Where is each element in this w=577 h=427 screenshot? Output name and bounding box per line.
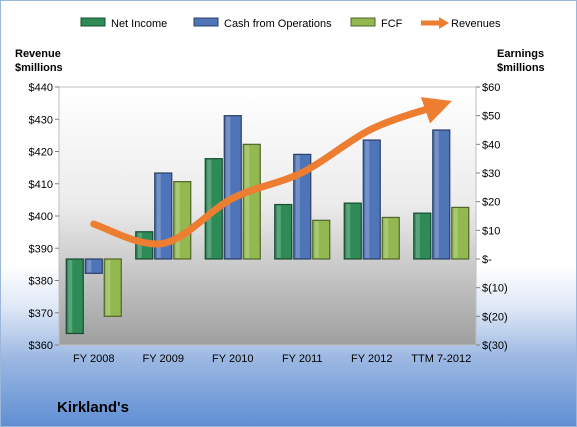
- bar-highlight: [415, 214, 420, 258]
- company-name: Kirkland's: [57, 399, 129, 416]
- legend-label: Net Income: [111, 18, 167, 30]
- bar-fcf: [451, 206, 470, 260]
- left-axis-tick-label: $360: [29, 340, 53, 352]
- right-axis-tick-label: $30: [482, 168, 500, 180]
- right-axis-title-line1: Earnings: [497, 48, 544, 60]
- right-axis-tick-label: $60: [482, 82, 500, 94]
- legend-label: FCF: [381, 18, 403, 30]
- left-axis-tick-label: $380: [29, 276, 53, 288]
- x-axis-category-label: FY 2012: [351, 353, 392, 365]
- x-axis-category-label: TTM 7-2012: [411, 353, 471, 365]
- left-axis: $360 $370 $380 $390 $400 $410 $420 $430 $440: [29, 82, 59, 352]
- bar-highlight: [226, 116, 231, 259]
- x-axis-category-label: FY 2011: [282, 353, 323, 365]
- legend-swatch: [193, 17, 219, 27]
- legend-arrow-icon: [439, 17, 449, 29]
- bar-highlight: [314, 221, 319, 258]
- plot-area: [58, 86, 477, 346]
- bar-highlight: [384, 218, 389, 258]
- bar-highlight: [245, 145, 250, 258]
- left-axis-tick-label: $390: [29, 243, 53, 255]
- bar-cash-from-operations: [432, 129, 451, 260]
- right-axis-tick-label: $(10): [482, 283, 508, 295]
- legend-label: Cash from Operations: [224, 18, 332, 30]
- bar-highlight: [365, 141, 370, 258]
- legend-swatch: [350, 17, 376, 27]
- revenue-line: [90, 97, 452, 248]
- x-axis: FY 2008 FY 2009 FY 2010 FY 2011 FY 2012 TTM 7…: [73, 353, 471, 365]
- bar-highlight: [207, 159, 212, 258]
- right-axis-tick-label: $40: [482, 139, 500, 151]
- bar-net-income: [343, 202, 362, 260]
- right-axis-tick-label: $(30): [482, 340, 508, 352]
- legend-label: Revenues: [451, 18, 501, 30]
- bar-highlight: [453, 208, 458, 258]
- left-axis-tick-label: $410: [29, 179, 53, 191]
- bar-cash-from-operations: [154, 172, 173, 260]
- chart-legend: Net Income Cash from Operations FCF Revenue…: [80, 17, 501, 30]
- bar-highlight: [156, 174, 161, 258]
- bar-cash-from-operations: [293, 153, 312, 260]
- legend-swatch: [80, 17, 106, 27]
- x-axis-category-label: FY 2010: [212, 353, 253, 365]
- bar-series: [65, 115, 470, 335]
- x-axis-category-label: FY 2008: [73, 353, 114, 365]
- bar-highlight: [346, 204, 351, 258]
- bar-cash-from-operations: [362, 139, 381, 260]
- left-axis-title-line1: Revenue: [15, 48, 61, 60]
- bar-fcf: [312, 219, 331, 260]
- bar-fcf: [381, 216, 400, 260]
- bar-highlight: [295, 155, 300, 258]
- bar-highlight: [87, 260, 92, 273]
- right-axis-title-line2: $millions: [497, 62, 545, 74]
- bar-cash-from-operations: [84, 258, 103, 274]
- bar-net-income: [274, 203, 293, 260]
- bar-highlight: [68, 260, 73, 333]
- right-axis: $(30) $(20) $(10) $- $10 $20 $30 $40 $50 $60: [476, 82, 508, 352]
- left-axis-tick-label: $370: [29, 308, 53, 320]
- bar-highlight: [106, 260, 111, 316]
- bar-net-income: [65, 258, 84, 335]
- right-axis-tick-label: $-: [482, 254, 492, 266]
- bar-highlight: [434, 131, 439, 258]
- right-axis-tick-label: $10: [482, 225, 500, 237]
- left-axis-tick-label: $420: [29, 147, 53, 159]
- left-axis-title-line2: $millions: [15, 62, 63, 74]
- x-axis-category-label: FY 2009: [143, 353, 184, 365]
- bar-highlight: [137, 232, 142, 258]
- bar-net-income: [413, 212, 432, 260]
- right-axis-tick-label: $20: [482, 197, 500, 209]
- revenue-line-series: [90, 97, 452, 248]
- bar-cash-from-operations: [223, 115, 242, 260]
- bar-highlight: [175, 182, 180, 258]
- bar-highlight: [276, 205, 281, 258]
- left-axis-tick-label: $400: [29, 211, 53, 223]
- left-axis-tick-label: $440: [29, 82, 53, 94]
- bar-fcf: [242, 143, 261, 260]
- right-axis-tick-label: $(20): [482, 311, 508, 323]
- left-axis-tick-label: $430: [29, 114, 53, 126]
- right-axis-tick-label: $50: [482, 111, 500, 123]
- bar-fcf: [103, 258, 122, 317]
